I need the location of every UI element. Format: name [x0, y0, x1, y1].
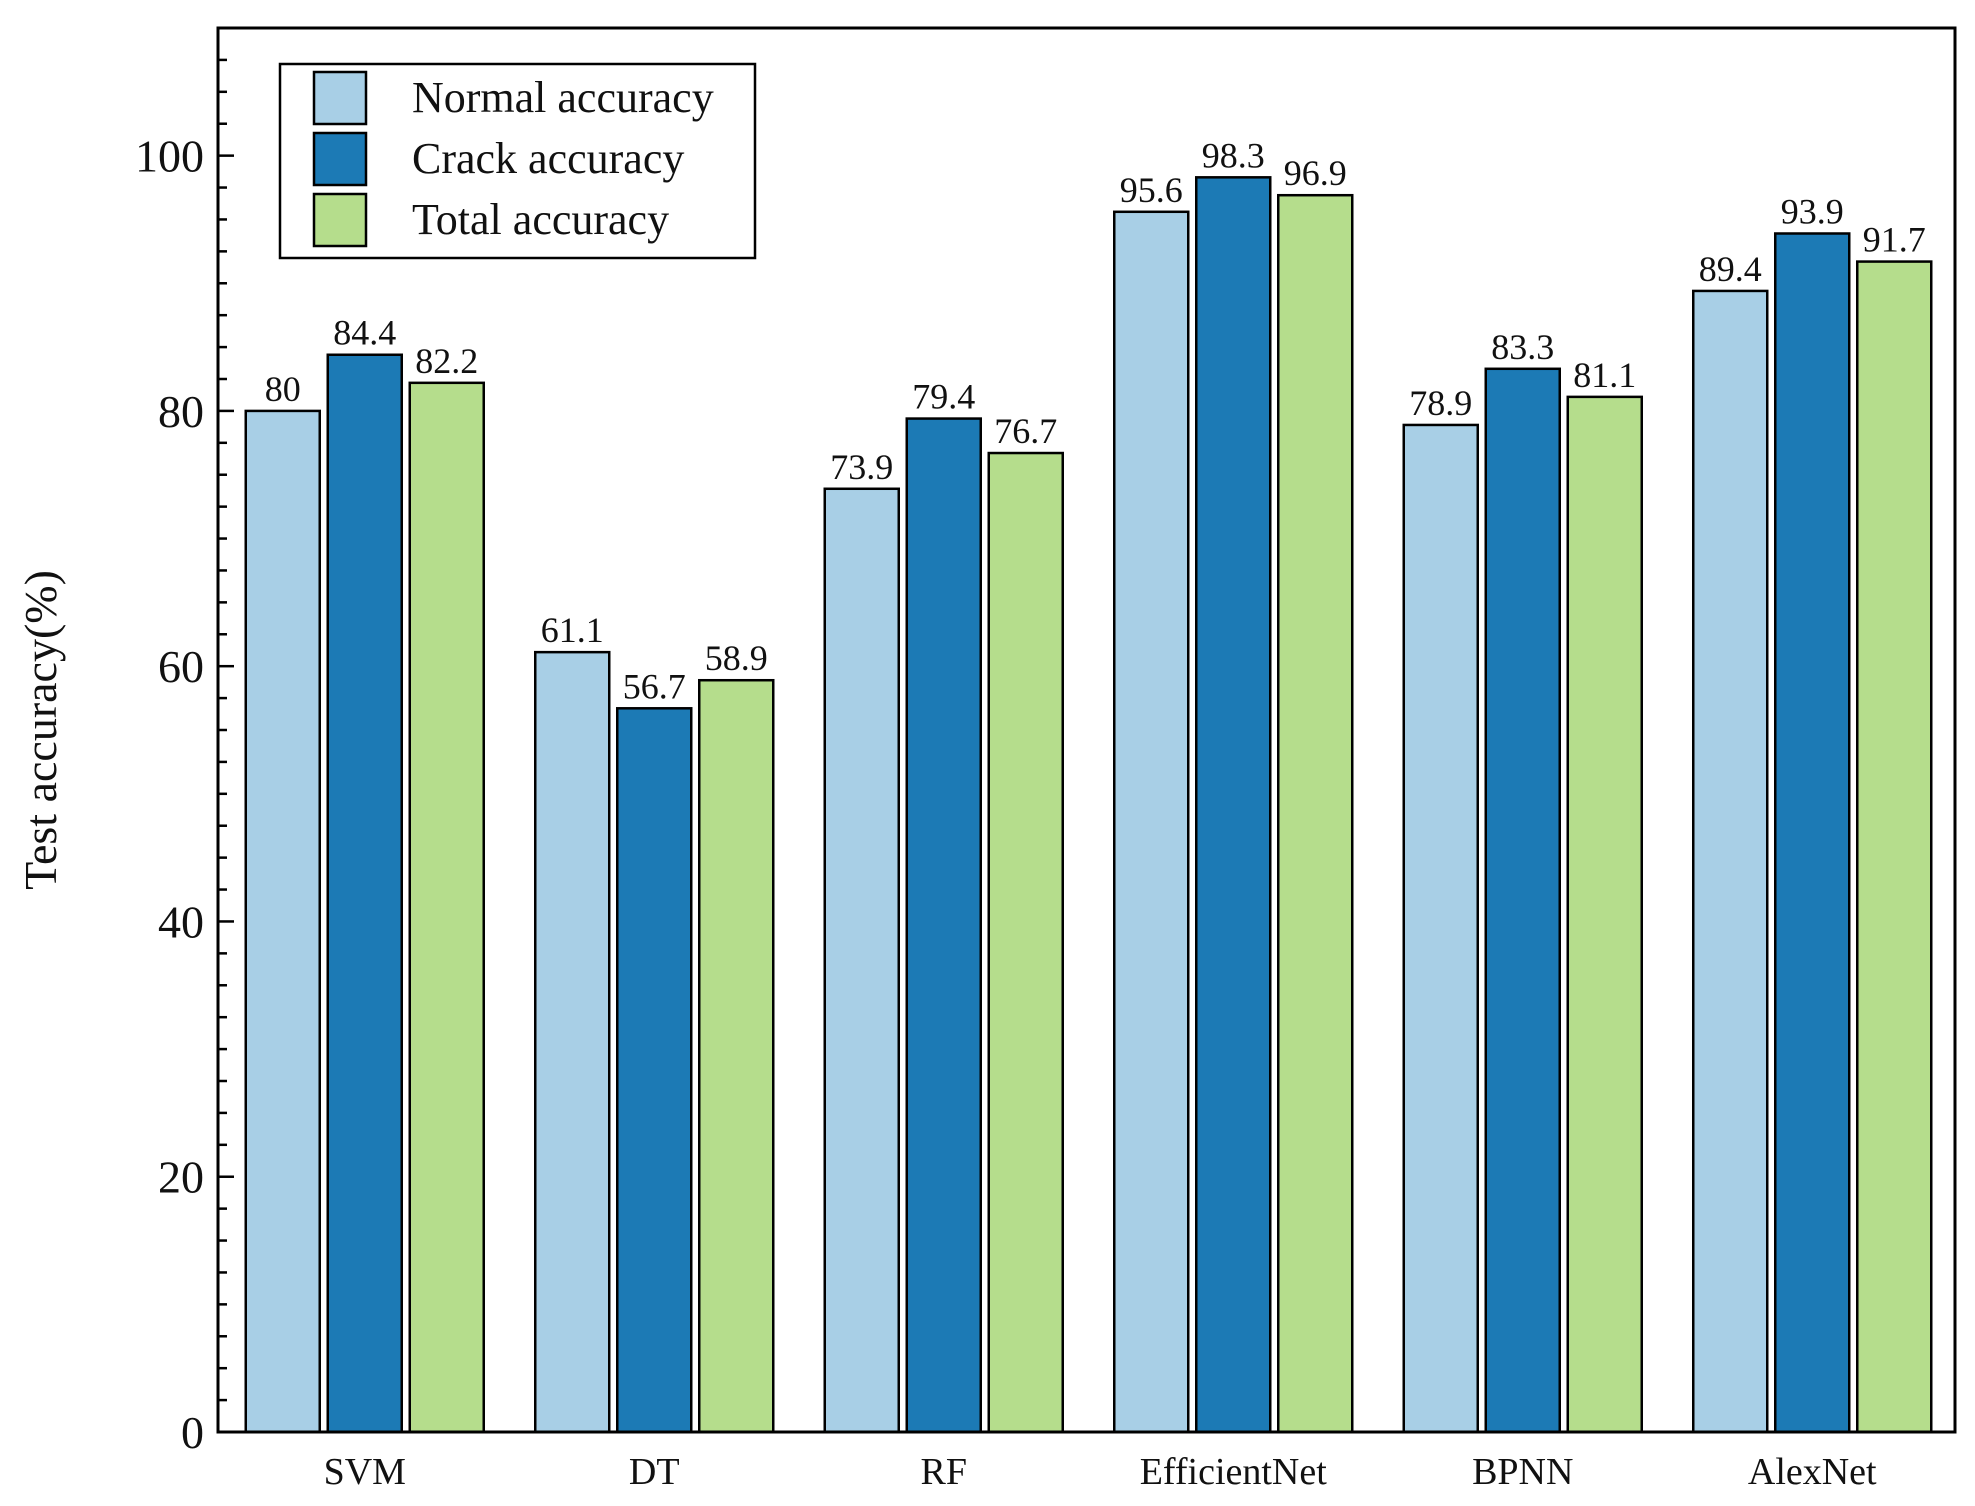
value-label: 80	[265, 369, 301, 409]
bar-efficientnet-total-accuracy	[1277, 193, 1354, 1434]
y-tick-label: 40	[158, 896, 204, 947]
value-label: 58.9	[705, 638, 768, 678]
bar-svm-normal-accuracy	[244, 409, 321, 1434]
value-labels-layer: 80 84.4 82.2 61.1 56.7 58.9 73.9 79.4 76.7 95.6 98…	[265, 135, 1926, 706]
bar-bpnn-normal-accuracy	[1402, 423, 1479, 1434]
bar-bpnn-total-accuracy	[1566, 395, 1643, 1434]
bar-bpnn-crack-accuracy	[1484, 367, 1561, 1434]
bar-alexnet-normal-accuracy	[1692, 289, 1769, 1434]
value-label: 89.4	[1699, 249, 1762, 289]
legend-label: Crack accuracy	[412, 134, 684, 183]
y-ticks-layer: 0 20 40 60 80 100	[135, 26, 234, 1458]
value-label: 91.7	[1863, 220, 1926, 260]
x-tick-label: BPNN	[1472, 1451, 1573, 1493]
x-tick-label: DT	[629, 1451, 680, 1493]
bar-efficientnet-normal-accuracy	[1113, 210, 1190, 1434]
bar-svm-crack-accuracy	[326, 353, 403, 1434]
y-tick-label: 80	[158, 386, 204, 437]
legend-swatch	[312, 131, 368, 187]
bar-dt-crack-accuracy	[616, 707, 693, 1434]
x-tick-label: EfficientNet	[1140, 1451, 1328, 1493]
x-tick-label: AlexNet	[1748, 1451, 1877, 1493]
x-categories-layer: SVM DT RF EfficientNet BPNN AlexNet	[324, 1451, 1877, 1493]
y-tick-label: 0	[181, 1407, 204, 1458]
value-label: 82.2	[415, 341, 478, 381]
value-label: 79.4	[912, 377, 975, 417]
bar-alexnet-crack-accuracy	[1774, 232, 1851, 1434]
value-label: 98.3	[1202, 135, 1265, 175]
bar-dt-total-accuracy	[698, 678, 775, 1434]
x-tick-label: RF	[921, 1451, 967, 1493]
value-label: 95.6	[1120, 170, 1183, 210]
value-label: 83.3	[1491, 327, 1554, 367]
bar-efficientnet-crack-accuracy	[1195, 176, 1272, 1434]
legend: Normal accuracy Crack accuracy Total accur…	[278, 62, 757, 260]
bar-rf-normal-accuracy	[823, 487, 900, 1434]
legend-label: Normal accuracy	[412, 73, 714, 122]
bar-alexnet-total-accuracy	[1856, 260, 1933, 1434]
x-tick-label: SVM	[324, 1451, 406, 1493]
value-label: 93.9	[1781, 191, 1844, 231]
value-label: 78.9	[1409, 383, 1472, 423]
value-label: 84.4	[333, 313, 396, 353]
y-axis-title: Test accuracy(%)	[15, 570, 66, 890]
legend-label: Total accuracy	[412, 195, 669, 244]
value-label: 56.7	[623, 666, 686, 706]
value-label: 73.9	[830, 447, 893, 487]
value-label: 81.1	[1573, 355, 1636, 395]
bar-rf-crack-accuracy	[905, 417, 982, 1434]
y-tick-label: 100	[135, 131, 204, 182]
bar-svm-total-accuracy	[408, 381, 485, 1434]
y-tick-label: 20	[158, 1152, 204, 1203]
y-tick-label: 60	[158, 641, 204, 692]
value-label: 61.1	[541, 610, 604, 650]
value-label: 96.9	[1284, 153, 1347, 193]
bar-dt-normal-accuracy	[534, 650, 611, 1434]
bar-rf-total-accuracy	[987, 451, 1064, 1434]
value-label: 76.7	[994, 411, 1057, 451]
legend-swatch	[312, 70, 368, 126]
legend-swatch	[312, 192, 368, 248]
bars-layer	[244, 176, 1933, 1434]
